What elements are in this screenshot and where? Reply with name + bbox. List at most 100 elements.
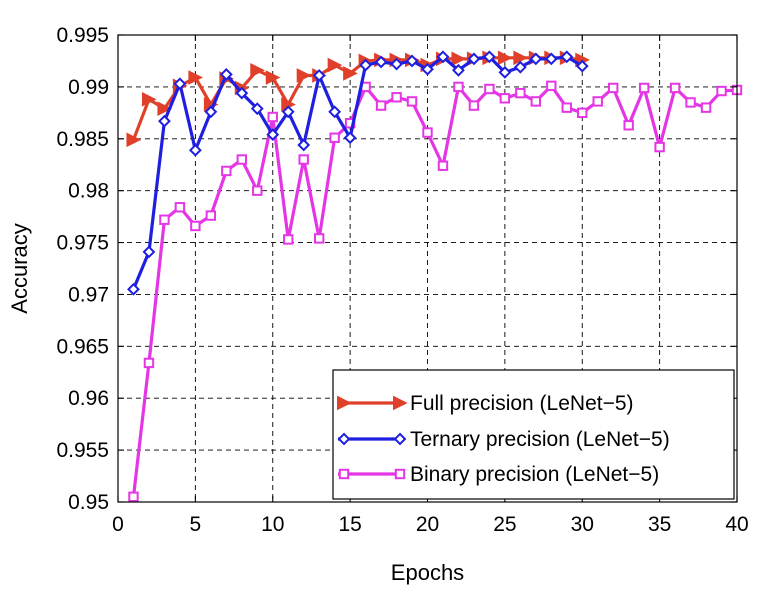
data-point — [159, 214, 170, 225]
data-point — [405, 54, 419, 68]
data-point — [190, 220, 201, 232]
series-layer — [126, 50, 743, 503]
data-point — [296, 68, 312, 83]
data-point — [530, 96, 542, 107]
data-point — [390, 57, 403, 71]
data-point — [142, 245, 156, 259]
data-point — [204, 105, 218, 119]
data-point — [128, 491, 139, 503]
data-point — [158, 114, 171, 128]
data-point — [283, 234, 294, 245]
series-ternary-precision — [127, 50, 589, 296]
data-point — [329, 132, 340, 143]
data-point — [422, 127, 433, 138]
data-point — [451, 51, 467, 67]
data-point — [436, 50, 450, 64]
data-point — [327, 57, 343, 73]
data-point — [143, 357, 155, 369]
data-point — [205, 210, 217, 221]
series-line — [131, 55, 584, 290]
data-point — [452, 63, 465, 77]
data-point — [250, 102, 264, 116]
x-tick-label: 20 — [416, 513, 439, 536]
y-tick-label: 0.965 — [56, 335, 109, 358]
series-binary-precision — [128, 80, 743, 503]
data-point — [453, 81, 464, 93]
legend-marker — [337, 432, 351, 446]
x-tick-label: 35 — [648, 513, 671, 536]
y-tick-label: 0.955 — [56, 439, 109, 462]
data-point — [174, 202, 186, 213]
data-point — [561, 102, 572, 113]
legend-marker — [394, 468, 406, 480]
data-point — [592, 96, 603, 107]
data-point — [406, 96, 418, 107]
data-point — [700, 102, 712, 113]
data-point — [235, 86, 249, 100]
data-point — [267, 111, 278, 123]
data-point — [250, 62, 265, 78]
data-point — [513, 60, 527, 74]
x-tick-label: 0 — [112, 513, 124, 536]
y-tick-label: 0.98 — [68, 180, 109, 203]
legend-entry: Full precision (LeNet−5) — [337, 392, 634, 415]
y-tick-label: 0.975 — [56, 232, 109, 255]
x-tick-label: 15 — [338, 513, 361, 536]
legend-marker — [393, 395, 408, 411]
x-tick-label: 5 — [190, 513, 202, 536]
data-point — [266, 128, 280, 142]
axis-ticks: 0 5 10 15 20 25 30 35 40 0.95 0.955 0.96 0.965 0.97 0.… — [56, 24, 748, 536]
data-point — [498, 65, 512, 79]
data-point — [343, 131, 357, 145]
data-point — [421, 62, 434, 76]
data-point — [515, 87, 526, 99]
data-point — [127, 282, 140, 296]
x-tick-label: 30 — [571, 513, 594, 536]
data-point — [141, 92, 157, 107]
data-point — [313, 233, 325, 244]
data-point — [312, 69, 326, 82]
x-tick-label: 25 — [493, 513, 516, 536]
data-point — [343, 66, 358, 81]
x-axis-label: Epochs — [391, 560, 464, 585]
y-tick-label: 0.985 — [56, 128, 109, 151]
data-point — [219, 68, 233, 81]
data-point — [529, 52, 543, 66]
legend-marker — [338, 468, 350, 480]
data-point — [685, 97, 696, 108]
y-tick-label: 0.95 — [68, 491, 109, 514]
data-point — [265, 70, 281, 85]
data-point — [669, 82, 681, 94]
x-tick-label: 10 — [261, 513, 284, 536]
legend-label: Ternary precision (LeNet−5) — [410, 428, 670, 451]
data-point — [374, 55, 388, 69]
data-point — [544, 52, 558, 66]
data-point — [716, 85, 727, 97]
y-axis-label: Accuracy — [7, 223, 32, 313]
data-point — [482, 50, 496, 64]
data-point — [468, 100, 480, 111]
data-point — [638, 82, 650, 94]
legend-marker — [337, 395, 352, 411]
data-point — [467, 52, 481, 66]
legend-entry: Binary precision (LeNet−5) — [338, 463, 659, 486]
data-point — [252, 185, 263, 196]
data-point — [188, 70, 203, 85]
data-point — [281, 105, 295, 119]
data-point — [359, 58, 373, 72]
x-tick-label: 40 — [725, 513, 748, 536]
data-point — [577, 107, 588, 119]
y-tick-label: 0.99 — [68, 76, 109, 99]
data-point — [157, 101, 173, 116]
data-point — [499, 93, 511, 104]
data-point — [328, 105, 342, 119]
data-point — [236, 154, 248, 165]
data-point — [188, 143, 202, 157]
y-tick-label: 0.96 — [68, 387, 109, 410]
legend-marker — [393, 432, 407, 446]
data-point — [297, 138, 311, 152]
series-line — [131, 84, 738, 497]
legend-label: Binary precision (LeNet−5) — [410, 463, 659, 486]
data-point — [546, 80, 557, 92]
